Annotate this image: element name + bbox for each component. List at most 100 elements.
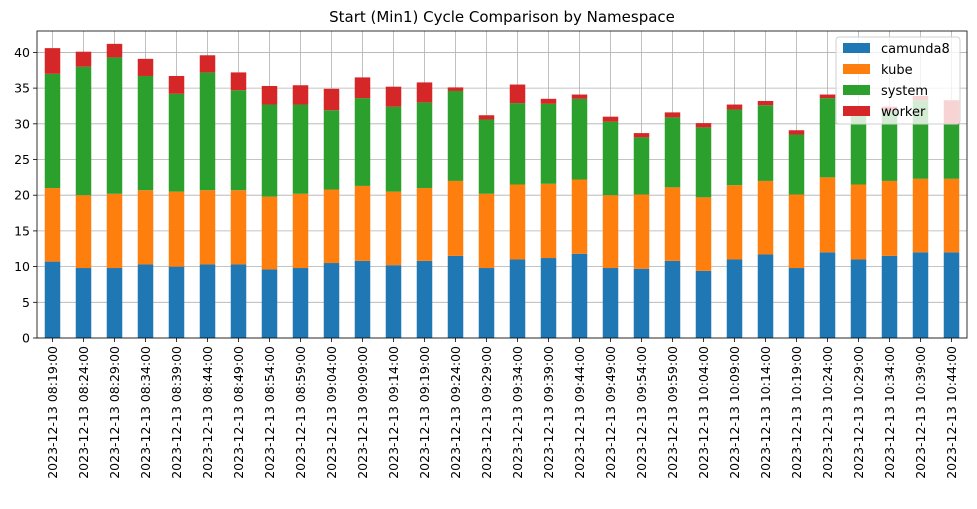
bar-camunda8	[881, 255, 898, 338]
bar-worker	[540, 98, 557, 104]
bar-camunda8	[292, 268, 309, 338]
legend-swatch-worker	[843, 106, 870, 116]
bar-camunda8	[788, 268, 805, 338]
bar-camunda8	[385, 265, 402, 338]
x-tick-label: 2023-12-13 10:09:00	[727, 346, 742, 479]
bar-system	[168, 93, 185, 192]
bar-kube	[447, 180, 464, 256]
bar-kube	[168, 191, 185, 267]
bar-camunda8	[664, 260, 681, 338]
bar-system	[416, 102, 433, 189]
bar-kube	[881, 180, 898, 256]
bar-camunda8	[850, 259, 867, 338]
bar-system	[323, 110, 340, 190]
x-tick-label: 2023-12-13 10:19:00	[789, 346, 804, 479]
bar-kube	[354, 185, 371, 261]
x-tick-label: 2023-12-13 09:59:00	[665, 346, 680, 479]
bar-worker	[819, 94, 836, 99]
bar-system	[850, 114, 867, 185]
bar-system	[943, 124, 960, 179]
y-tick-label: 25	[14, 152, 30, 167]
bar-system	[757, 105, 774, 181]
y-tick-label: 10	[14, 259, 30, 274]
bar-kube	[571, 179, 588, 254]
x-tick-label: 2023-12-13 10:44:00	[944, 346, 959, 479]
bar-kube	[137, 190, 154, 265]
bar-camunda8	[230, 264, 247, 338]
bar-worker	[106, 43, 123, 58]
legend-swatch-kube	[843, 64, 870, 74]
bar-worker	[416, 82, 433, 103]
bar-kube	[540, 183, 557, 259]
bar-camunda8	[726, 259, 743, 338]
bar-worker	[323, 88, 340, 111]
bar-worker	[664, 112, 681, 118]
bar-kube	[44, 188, 61, 262]
bar-kube	[757, 180, 774, 255]
x-tick-label: 2023-12-13 10:39:00	[913, 346, 928, 479]
legend-swatch-camunda8	[843, 43, 870, 53]
bar-worker	[602, 116, 619, 122]
x-tick-label: 2023-12-13 09:44:00	[572, 346, 587, 479]
bar-worker	[633, 133, 650, 138]
legend-label-system: system	[881, 84, 928, 99]
bar-camunda8	[757, 254, 774, 338]
bar-camunda8	[695, 270, 712, 338]
bar-kube	[509, 184, 526, 260]
bars-layer	[44, 43, 960, 338]
bar-worker	[292, 85, 309, 105]
bar-camunda8	[571, 253, 588, 338]
bar-camunda8	[478, 268, 495, 338]
bar-kube	[106, 193, 123, 269]
legend-label-worker: worker	[881, 105, 926, 120]
bar-system	[385, 106, 402, 192]
bar-worker	[447, 87, 464, 91]
bar-worker	[75, 51, 92, 67]
bar-kube	[633, 194, 650, 269]
y-tick-label: 15	[14, 223, 30, 238]
x-tick-label: 2023-12-13 09:14:00	[386, 346, 401, 479]
bar-camunda8	[106, 268, 123, 338]
bar-system	[261, 104, 278, 197]
x-tick-label: 2023-12-13 08:34:00	[138, 346, 153, 479]
y-tick-label: 35	[14, 81, 30, 96]
x-tick-label: 2023-12-13 10:14:00	[758, 346, 773, 479]
bar-worker	[478, 115, 495, 120]
x-tick-label: 2023-12-13 08:39:00	[169, 346, 184, 479]
bar-kube	[292, 193, 309, 269]
bar-camunda8	[633, 268, 650, 338]
bar-kube	[230, 190, 247, 265]
axes-layer: 0 5 10 15 20 25 30 35 40 2023-12-13 08:19:00 2023-…	[14, 30, 968, 479]
bar-system	[540, 103, 557, 184]
bar-system	[106, 57, 123, 194]
bar-system	[354, 98, 371, 186]
bar-kube	[261, 196, 278, 270]
bar-system	[230, 90, 247, 191]
bar-camunda8	[323, 263, 340, 338]
bar-camunda8	[44, 261, 61, 338]
x-tick-label: 2023-12-13 09:09:00	[355, 346, 370, 479]
legend-label-camunda8: camunda8	[881, 42, 950, 57]
bar-worker	[695, 123, 712, 128]
bar-system	[509, 103, 526, 185]
bar-system	[664, 117, 681, 188]
bar-system	[199, 72, 216, 191]
bar-worker	[757, 100, 774, 106]
x-tick-label: 2023-12-13 09:29:00	[479, 346, 494, 479]
bar-camunda8	[416, 260, 433, 338]
bar-system	[788, 134, 805, 195]
bar-worker	[788, 130, 805, 135]
bar-kube	[850, 184, 867, 260]
bar-worker	[44, 48, 61, 74]
bar-kube	[416, 188, 433, 261]
bar-camunda8	[75, 268, 92, 338]
bar-kube	[385, 191, 402, 266]
bar-kube	[695, 197, 712, 271]
x-tick-label: 2023-12-13 09:54:00	[634, 346, 649, 479]
bar-system	[695, 127, 712, 198]
y-tick-label: 20	[14, 188, 30, 203]
x-tick-label: 2023-12-13 10:24:00	[820, 346, 835, 479]
x-tick-label: 2023-12-13 09:34:00	[510, 346, 525, 479]
bar-kube	[478, 193, 495, 269]
bar-kube	[323, 189, 340, 264]
